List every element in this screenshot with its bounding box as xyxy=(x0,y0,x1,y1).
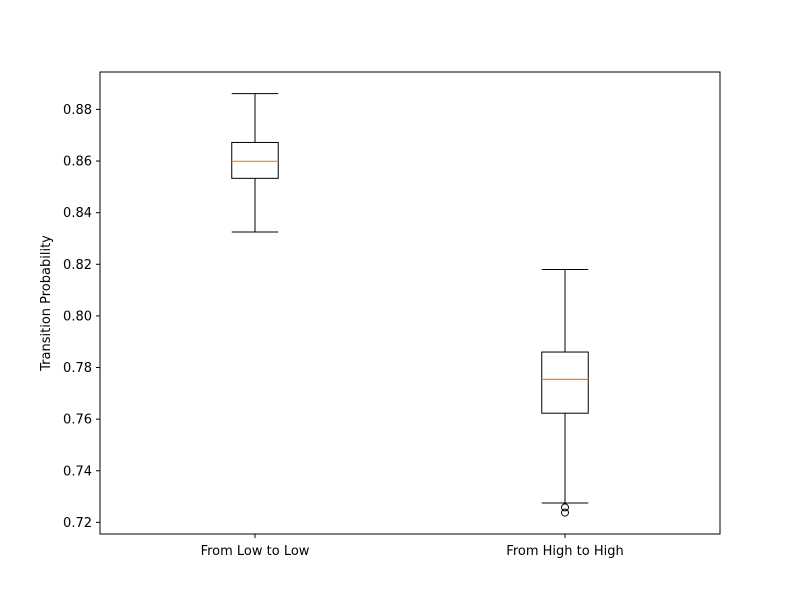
x-tick-label: From Low to Low xyxy=(201,544,310,559)
axes-frame xyxy=(99,71,721,535)
y-tick-label: 0.86 xyxy=(63,155,92,170)
y-tick-label: 0.76 xyxy=(63,413,92,428)
y-tick-label: 0.88 xyxy=(63,103,92,118)
y-tick-label: 0.72 xyxy=(63,516,92,531)
y-tick-label: 0.84 xyxy=(63,206,92,221)
y-axis-label: Transition Probability xyxy=(39,235,54,372)
box-group xyxy=(541,268,589,517)
iqr-box xyxy=(541,351,589,414)
y-tick-label: 0.80 xyxy=(63,309,92,324)
y-tick-label: 0.82 xyxy=(63,258,92,273)
x-tick-label: From High to High xyxy=(506,544,623,559)
y-axis: 0.72 0.74 0.76 0.78 0.80 0.82 0.84 0.86 0.88 xyxy=(63,103,100,531)
plot-marks xyxy=(231,93,589,517)
box-group xyxy=(231,93,279,233)
x-axis: From Low to Low From High to High xyxy=(201,534,624,559)
iqr-box xyxy=(231,141,279,179)
y-tick-label: 0.74 xyxy=(63,464,92,479)
outlier-point xyxy=(561,508,569,517)
outlier-point xyxy=(561,503,569,512)
y-tick-label: 0.78 xyxy=(63,361,92,376)
